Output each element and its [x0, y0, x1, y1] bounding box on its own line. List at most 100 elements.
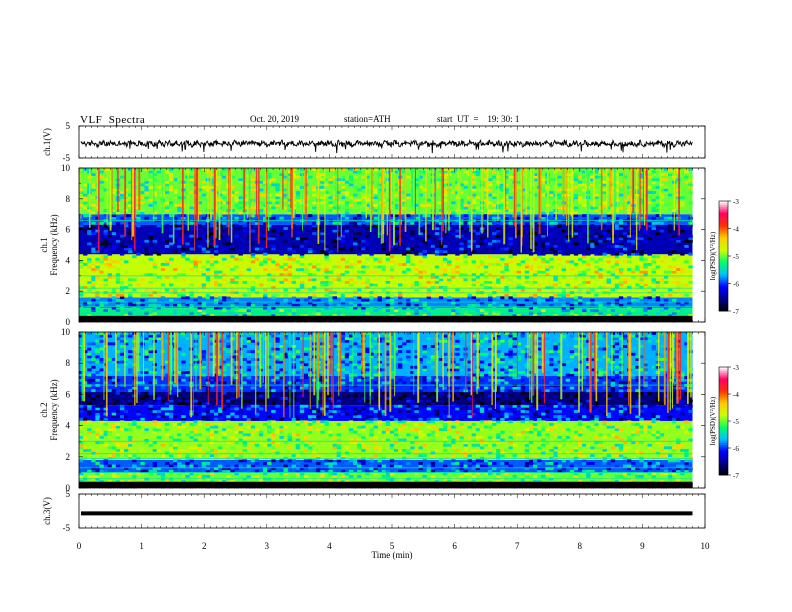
- spectrogram-cell: [557, 250, 562, 253]
- spectrogram-cell: [177, 314, 182, 318]
- spectrogram-cell: [197, 397, 202, 400]
- spectrogram-cell: [361, 397, 366, 400]
- spectrogram-cell: [152, 304, 158, 307]
- spectrogram-cell: [91, 459, 96, 463]
- spectrogram-cell: [532, 257, 538, 261]
- spectrogram-cell: [197, 306, 202, 310]
- spectrogram-cell: [173, 196, 178, 200]
- spectrogram-cell: [295, 378, 301, 382]
- spectrogram-cell: [119, 245, 125, 248]
- spectrogram-cell: [438, 178, 444, 182]
- spectrogram-cell: [651, 180, 656, 184]
- spectrogram-cell: [483, 214, 489, 218]
- spectrogram-cell: [528, 257, 534, 261]
- spectrogram-cell: [643, 293, 648, 297]
- spectrogram-cell: [639, 278, 644, 282]
- spectrogram-cell: [173, 459, 178, 463]
- spectrogram-cell: [234, 314, 239, 318]
- spectrogram-cell: [414, 283, 419, 287]
- spectrogram-cell: [553, 221, 558, 225]
- spectrogram-cell: [193, 265, 198, 269]
- spectrogram-cell: [610, 273, 616, 277]
- spectrogram-cell: [516, 168, 522, 171]
- spectrogram-cell: [549, 296, 554, 300]
- spectrogram-cell: [336, 314, 342, 318]
- spectrogram-cell: [348, 376, 354, 380]
- spectrogram-cell: [475, 245, 481, 248]
- spectrogram-cell: [520, 247, 526, 251]
- spectrogram-cell: [156, 436, 162, 439]
- spectrogram-cell: [447, 260, 452, 264]
- spectrogram-cell: [569, 314, 575, 318]
- spectrogram-cell: [132, 443, 137, 447]
- spectrogram-cell: [393, 193, 399, 197]
- spectrogram-cell: [83, 436, 88, 439]
- spectrogram-cell: [500, 288, 505, 292]
- spectrogram-streak: [414, 168, 417, 220]
- spectrogram-cell: [140, 239, 145, 243]
- spectrogram-cell: [140, 449, 145, 452]
- spectrogram-cell: [209, 296, 215, 300]
- spectrogram-cell: [99, 293, 104, 297]
- spectrogram-cell: [258, 441, 264, 445]
- spectrogram-cell: [115, 309, 121, 313]
- spectrogram-cell: [230, 342, 235, 346]
- spectrogram-cell: [308, 410, 313, 413]
- spectrogram-cell: [111, 438, 117, 442]
- spectrogram-cell: [434, 201, 440, 205]
- spectrogram-cell: [209, 436, 215, 439]
- spectrogram-cell: [115, 415, 121, 419]
- spectrogram-cell: [254, 221, 260, 225]
- spectrogram-cell: [148, 280, 153, 284]
- spectrogram-cell: [91, 275, 96, 279]
- spectrogram-cell: [123, 342, 129, 346]
- spectrogram-cell: [357, 214, 362, 218]
- spectrogram-cell: [83, 381, 88, 385]
- spectrogram-cell: [651, 198, 656, 202]
- spectrogram-cell: [111, 188, 117, 192]
- spectrogram-cell: [275, 237, 280, 241]
- spectrogram-cell: [308, 288, 313, 292]
- spectrogram-cell: [222, 278, 227, 282]
- spectrogram-cell: [438, 173, 444, 176]
- spectrogram-cell: [389, 301, 395, 305]
- spectrogram-cell: [173, 188, 178, 192]
- spectrogram-cell: [590, 309, 595, 313]
- spectrogram-cell: [238, 365, 243, 369]
- spectrogram-cell: [353, 193, 358, 197]
- spectrogram-cell: [410, 260, 415, 264]
- spectrogram-cell: [332, 433, 337, 437]
- spectrogram-cell: [95, 296, 100, 300]
- spectrogram-cell: [475, 188, 481, 192]
- spectrogram-cell: [168, 449, 174, 452]
- spectrogram-cell: [193, 237, 198, 241]
- spectrogram-cell: [328, 283, 333, 287]
- spectrogram-cell: [128, 245, 133, 248]
- spectrogram-cell: [226, 296, 231, 300]
- spectrogram-cell: [275, 185, 280, 189]
- spectrogram-cell: [508, 239, 513, 243]
- spectrogram-cell: [91, 286, 96, 289]
- spectrogram-cell: [287, 280, 292, 284]
- spectrogram-cell: [119, 404, 125, 408]
- spectrogram-cell: [283, 239, 288, 243]
- spectrogram-cell: [177, 227, 182, 230]
- spectrogram-cell: [471, 306, 477, 310]
- spectrogram-cell: [303, 389, 309, 393]
- spectrogram-cell: [222, 298, 227, 302]
- spectrogram-cell: [610, 260, 616, 264]
- spectrogram-cell: [295, 443, 301, 447]
- spectrogram-cell: [471, 280, 477, 284]
- spectrogram-cell: [115, 423, 121, 426]
- spectrogram-cell: [541, 216, 546, 220]
- spectrogram-cell: [99, 260, 104, 264]
- spectrogram-cell: [213, 449, 219, 452]
- spectrogram-cell: [418, 178, 423, 182]
- spectrogram-cell: [332, 443, 337, 447]
- spectrogram-cell: [177, 265, 182, 269]
- spectrogram-cell: [324, 265, 329, 269]
- spectrogram-cell: [95, 242, 100, 246]
- spectrogram-cell: [385, 293, 391, 297]
- spectrogram-streak: [229, 168, 232, 210]
- spectrogram-cell: [103, 262, 108, 266]
